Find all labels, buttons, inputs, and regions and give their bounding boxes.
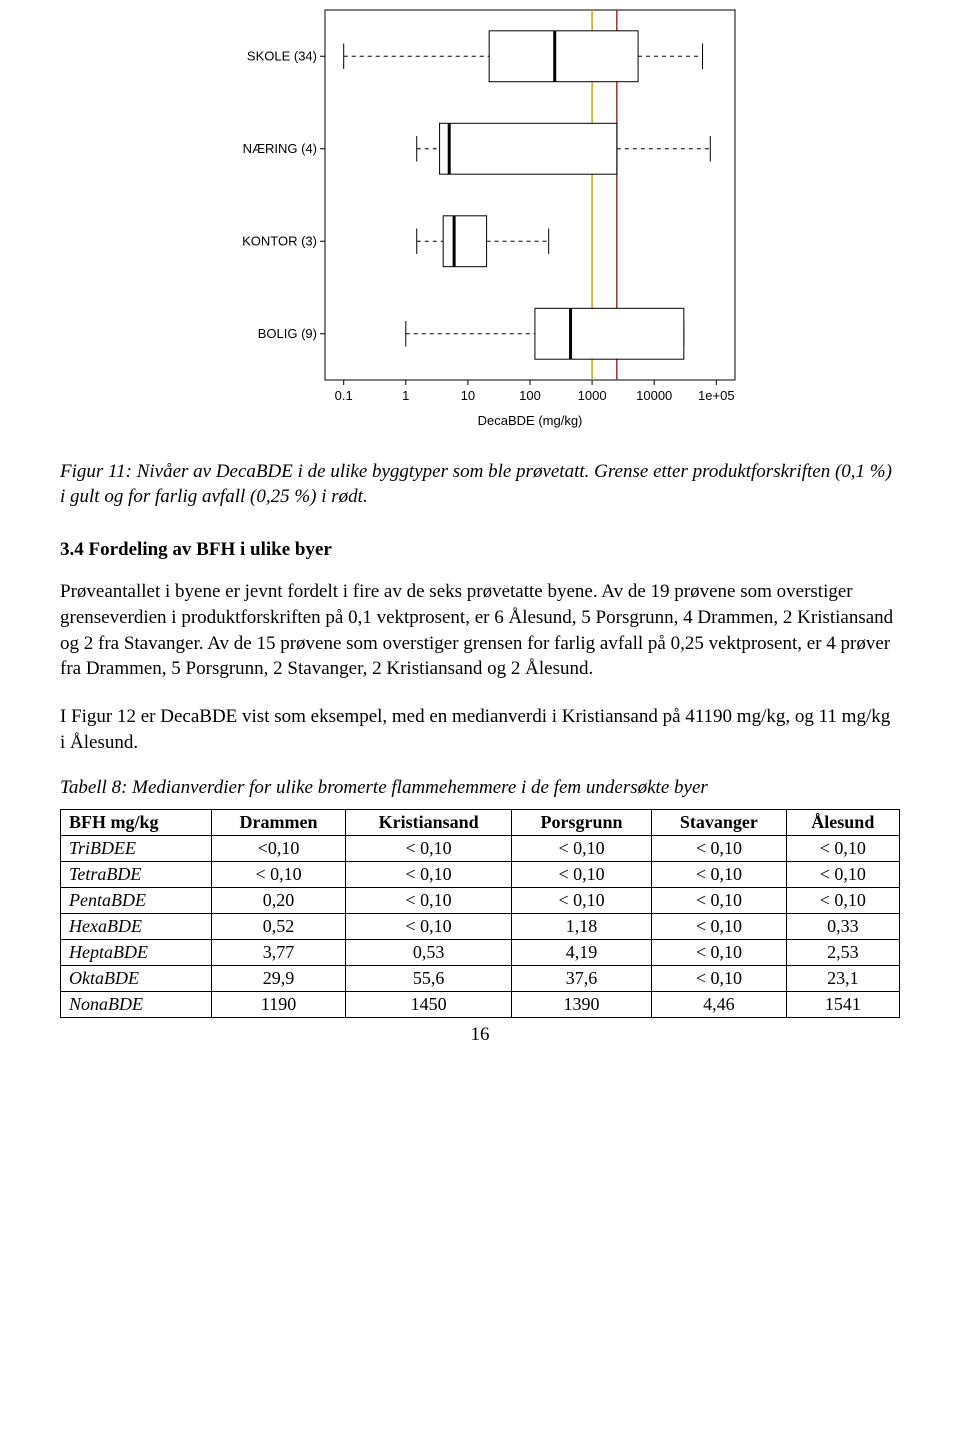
svg-text:1: 1 [402,388,409,403]
table-cell: < 0,10 [786,836,899,862]
paragraph-2: I Figur 12 er DecaBDE vist som eksempel,… [60,704,900,755]
svg-text:1000: 1000 [578,388,607,403]
svg-text:10000: 10000 [636,388,672,403]
table-cell: 1190 [211,992,345,1018]
table-cell: 4,19 [511,940,651,966]
table-cell: 1541 [786,992,899,1018]
table-cell: < 0,10 [652,862,787,888]
row-header: TetraBDE [61,862,212,888]
row-header: PentaBDE [61,888,212,914]
table-cell: 0,33 [786,914,899,940]
table-cell: < 0,10 [786,888,899,914]
boxplot-chart: SKOLE (34) NÆRING (4) KONTOR (3) BOLIG (9) 0… [60,0,900,440]
svg-text:0.1: 0.1 [335,388,353,403]
table-cell: 3,77 [211,940,345,966]
table-cell: 37,6 [511,966,651,992]
col-header-1: Drammen [211,810,345,836]
table-cell: 23,1 [786,966,899,992]
table-row: TetraBDE< 0,10< 0,10< 0,10< 0,10< 0,10 [61,862,900,888]
col-header-3: Porsgrunn [511,810,651,836]
table-cell: < 0,10 [346,862,512,888]
section-title: 3.4 Fordeling av BFH i ulike byer [60,539,900,561]
table-cell: 2,53 [786,940,899,966]
table-header-row: BFH mg/kg Drammen Kristiansand Porsgrunn… [61,810,900,836]
paragraph-1: Prøveantallet i byene er jevnt fordelt i… [60,579,900,682]
table-cell: 0,52 [211,914,345,940]
figure-caption: Figur 11: Nivåer av DecaBDE i de ulike b… [60,460,900,509]
table-cell: <0,10 [211,836,345,862]
table-row: OktaBDE29,955,637,6< 0,1023,1 [61,966,900,992]
table-cell: < 0,10 [652,966,787,992]
table-row: PentaBDE0,20< 0,10< 0,10< 0,10< 0,10 [61,888,900,914]
table-row: TriBDEE<0,10< 0,10< 0,10< 0,10< 0,10 [61,836,900,862]
table-cell: < 0,10 [652,836,787,862]
svg-text:1e+05: 1e+05 [698,388,735,403]
table-row: HeptaBDE3,770,534,19< 0,102,53 [61,940,900,966]
col-header-0: BFH mg/kg [61,810,212,836]
median-table: BFH mg/kg Drammen Kristiansand Porsgrunn… [60,809,900,1018]
row-header: TriBDEE [61,836,212,862]
svg-text:BOLIG (9): BOLIG (9) [258,326,317,341]
table-caption: Tabell 8: Medianverdier for ulike bromer… [60,777,900,799]
col-header-5: Ålesund [786,810,899,836]
row-header: OktaBDE [61,966,212,992]
table-cell: 29,9 [211,966,345,992]
chart-svg: SKOLE (34) NÆRING (4) KONTOR (3) BOLIG (9) 0… [215,0,745,440]
table-cell: 55,6 [346,966,512,992]
table-row: HexaBDE0,52< 0,101,18< 0,100,33 [61,914,900,940]
table-cell: 1450 [346,992,512,1018]
col-header-4: Stavanger [652,810,787,836]
table-cell: 0,20 [211,888,345,914]
col-header-2: Kristiansand [346,810,512,836]
table-cell: < 0,10 [652,940,787,966]
table-cell: 1390 [511,992,651,1018]
row-header: HeptaBDE [61,940,212,966]
page-number: 16 [60,1024,900,1046]
table-cell: 4,46 [652,992,787,1018]
table-cell: < 0,10 [346,836,512,862]
table-row: NonaBDE1190145013904,461541 [61,992,900,1018]
svg-text:SKOLE (34): SKOLE (34) [247,48,317,63]
table-cell: < 0,10 [511,836,651,862]
svg-text:NÆRING (4): NÆRING (4) [243,141,317,156]
svg-text:100: 100 [519,388,541,403]
svg-text:DecaBDE (mg/kg): DecaBDE (mg/kg) [478,413,583,428]
table-cell: 0,53 [346,940,512,966]
svg-text:10: 10 [461,388,475,403]
table-cell: < 0,10 [511,888,651,914]
table-cell: < 0,10 [346,888,512,914]
table-cell: < 0,10 [211,862,345,888]
table-cell: < 0,10 [511,862,651,888]
row-header: NonaBDE [61,992,212,1018]
table-cell: < 0,10 [652,914,787,940]
svg-text:KONTOR (3): KONTOR (3) [242,233,317,248]
table-cell: < 0,10 [786,862,899,888]
table-cell: < 0,10 [346,914,512,940]
table-cell: < 0,10 [652,888,787,914]
row-header: HexaBDE [61,914,212,940]
table-cell: 1,18 [511,914,651,940]
